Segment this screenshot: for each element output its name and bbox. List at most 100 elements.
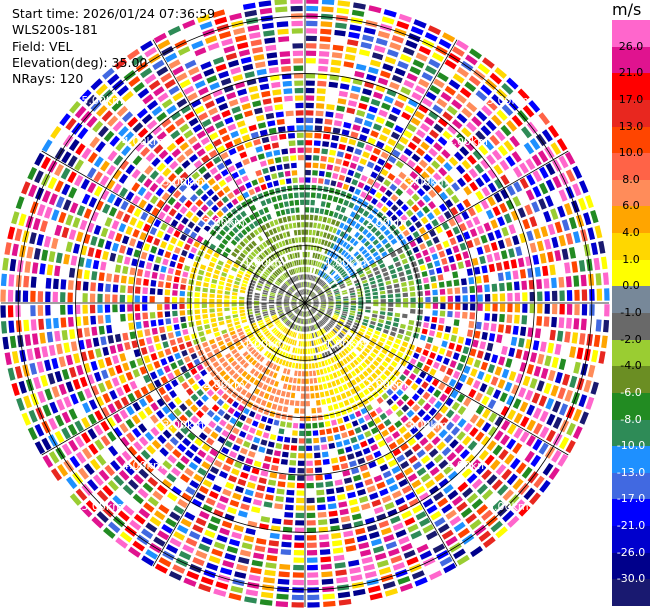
range-gate — [323, 285, 329, 289]
range-gate — [373, 303, 379, 307]
range-gate — [317, 261, 321, 267]
range-gate — [432, 361, 440, 370]
range-gate — [399, 53, 412, 63]
range-gate — [431, 378, 440, 387]
range-gate — [281, 66, 291, 72]
range-gate — [551, 290, 558, 301]
range-gate — [505, 271, 512, 281]
range-gate — [326, 257, 331, 264]
range-gate — [346, 217, 353, 225]
range-gate — [366, 344, 373, 350]
range-gate — [347, 39, 359, 47]
range-gate — [305, 304, 307, 310]
range-gate — [341, 313, 348, 317]
range-gate — [422, 349, 429, 357]
range-gate — [447, 303, 453, 310]
range-gate — [336, 151, 344, 158]
range-gate — [321, 318, 327, 324]
range-gate — [421, 328, 428, 335]
range-gate — [435, 243, 443, 251]
range-gate — [317, 270, 322, 276]
range-gate — [368, 277, 375, 282]
range-gate — [491, 94, 503, 106]
range-gate — [447, 288, 453, 295]
range-gate — [529, 352, 538, 363]
range-gate — [506, 120, 518, 132]
range-gate — [381, 16, 395, 25]
range-gate — [343, 307, 349, 310]
range-gate — [30, 276, 37, 288]
range-gate — [296, 125, 304, 131]
range-gate — [329, 331, 334, 337]
range-gate — [334, 311, 340, 314]
range-gate — [494, 178, 504, 189]
range-gate — [354, 172, 362, 179]
range-gate — [539, 426, 550, 439]
range-gate — [423, 153, 433, 163]
range-gate — [372, 360, 380, 367]
range-gate — [433, 491, 444, 502]
range-gate — [325, 111, 334, 118]
range-gate — [301, 378, 305, 384]
range-gate — [327, 294, 333, 297]
range-gate — [276, 435, 284, 442]
range-gate — [603, 319, 610, 333]
range-gate — [319, 36, 331, 43]
range-gate — [424, 479, 436, 489]
range-gate — [378, 520, 390, 529]
range-gate — [451, 194, 460, 204]
range-gate — [399, 374, 407, 382]
range-gate — [387, 138, 397, 147]
range-gate — [395, 303, 401, 308]
range-gate — [369, 235, 376, 242]
range-gate — [105, 283, 111, 292]
range-gate — [580, 274, 587, 287]
range-gate — [436, 331, 443, 339]
range-gate — [517, 88, 530, 101]
range-gate — [438, 317, 445, 324]
range-gate — [565, 169, 576, 183]
range-gate — [469, 312, 476, 320]
range-gate — [554, 343, 562, 355]
range-gate — [351, 351, 357, 358]
range-gate — [521, 315, 528, 325]
range-gate — [366, 524, 378, 532]
range-gate — [385, 408, 393, 416]
range-gate — [306, 303, 312, 305]
range-gate — [180, 316, 186, 323]
range-gate — [313, 155, 320, 161]
range-gate — [461, 286, 468, 294]
range-gate — [393, 177, 402, 186]
range-gate — [561, 248, 569, 260]
range-gate — [305, 214, 309, 220]
range-gate — [277, 171, 284, 178]
range-gate — [421, 72, 434, 82]
range-gate — [454, 311, 461, 318]
range-gate — [337, 417, 344, 425]
range-gate — [320, 281, 326, 287]
range-gate — [60, 304, 66, 315]
range-gate — [142, 312, 149, 320]
range-gate — [321, 360, 326, 367]
range-gate — [511, 115, 523, 127]
range-gate — [339, 332, 345, 337]
range-gate — [335, 299, 342, 302]
range-gate — [507, 423, 517, 435]
range-gate — [405, 491, 416, 501]
range-gate — [463, 186, 472, 196]
range-gate — [502, 510, 515, 523]
range-gate — [366, 331, 372, 336]
range-gate — [311, 308, 316, 313]
range-gate — [377, 158, 386, 166]
range-gate — [376, 387, 384, 395]
range-gate — [532, 407, 542, 420]
range-gate — [399, 276, 406, 282]
range-gate — [566, 290, 573, 301]
range-gate — [396, 198, 404, 207]
range-gate — [441, 529, 454, 540]
range-gate — [406, 198, 415, 207]
range-gate — [348, 343, 354, 350]
range-gate — [322, 593, 335, 600]
range-gate — [325, 313, 331, 318]
range-gate — [320, 299, 327, 302]
